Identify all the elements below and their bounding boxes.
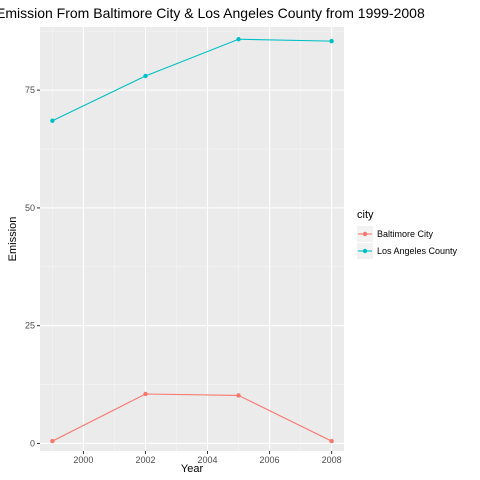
data-point-baltimore-city xyxy=(50,438,55,444)
data-point-los-angeles-county xyxy=(236,37,241,42)
chart-title: Emission From Baltimore City & Los Angel… xyxy=(0,5,425,21)
data-point-los-angeles-county xyxy=(143,73,148,79)
data-point-baltimore-city xyxy=(236,393,241,398)
legend-key-point-baltimore-city xyxy=(362,231,368,237)
x-axis-title: Year xyxy=(181,463,204,475)
y-tick-label: 0 xyxy=(30,438,35,448)
legend-key-point-los-angeles-county xyxy=(362,248,368,254)
legend-title: city xyxy=(357,209,374,221)
series-line-los-angeles-county xyxy=(52,38,332,122)
legend-label-baltimore-city: Baltimore City xyxy=(377,229,434,239)
x-tick-label: 2000 xyxy=(73,455,93,465)
x-tick-label: 2006 xyxy=(260,455,280,465)
plot-panel xyxy=(40,27,344,451)
x-tick-label: 2008 xyxy=(322,455,342,465)
data-point-los-angeles-county xyxy=(50,118,55,123)
data-point-baltimore-city xyxy=(329,438,334,444)
y-tick-label: 75 xyxy=(25,85,35,95)
y-tick-label: 25 xyxy=(25,321,35,331)
x-axis: 2000 2002 2004 2006 2008 xyxy=(73,451,342,465)
x-tick-label: 2004 xyxy=(197,455,217,465)
minor-gridlines xyxy=(40,27,344,451)
legend: city Baltimore City Los Angeles County xyxy=(357,209,458,259)
series-layer xyxy=(50,37,334,444)
y-tick-label: 50 xyxy=(25,203,35,213)
y-axis: 0 25 50 75 xyxy=(25,85,40,448)
major-gridlines xyxy=(40,27,344,451)
data-point-los-angeles-county xyxy=(329,38,334,44)
x-tick-label: 2002 xyxy=(135,455,155,465)
y-axis-title: Emission xyxy=(7,217,19,262)
data-point-baltimore-city xyxy=(143,391,148,397)
series-line-baltimore-city xyxy=(52,393,332,442)
legend-label-los-angeles-county: Los Angeles County xyxy=(377,246,458,256)
